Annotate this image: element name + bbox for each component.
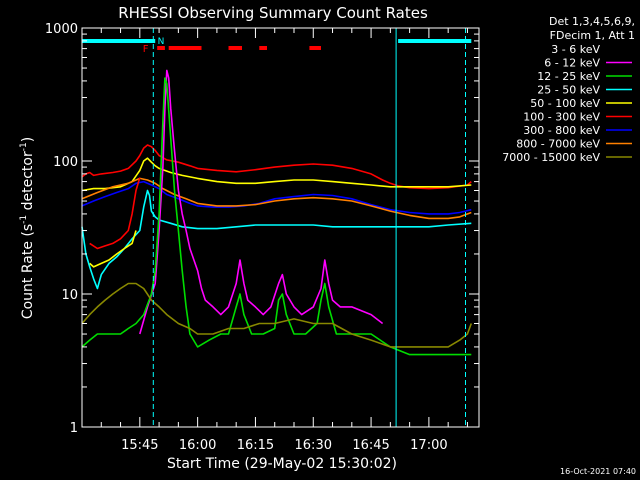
axis-layer: 1 10 100 1000 15:45 16:00 16:15 16:30 16:45 17:00 xyxy=(45,22,479,453)
legend-label-3: 25 - 50 keV xyxy=(537,84,600,97)
legend-header-line-2: FDecim 1, Att 1 xyxy=(550,29,635,42)
x-tick-label-3: 16:30 xyxy=(295,438,332,453)
series-line-3 xyxy=(81,177,472,220)
series-line-4 xyxy=(81,189,472,290)
series-line-9 xyxy=(81,282,473,348)
y-axis-label: Count Rate (s-1 detector-1) xyxy=(19,137,36,319)
y-tick-label-1: 10 xyxy=(61,288,78,303)
night-flag-label: N xyxy=(158,37,165,47)
legend-label-0: 3 - 6 keV xyxy=(551,43,600,56)
flare-bar-0 xyxy=(157,46,165,50)
series-line-0 xyxy=(81,144,472,190)
x-tick-label-2: 16:15 xyxy=(237,438,274,453)
x-tick-label-5: 17:00 xyxy=(410,438,447,453)
legend-label-4: 50 - 100 keV xyxy=(530,97,600,110)
legend-header-line-1: Det 1,3,4,5,6,9, xyxy=(549,15,635,28)
flare-bar-2 xyxy=(228,46,242,50)
flare-bar-1 xyxy=(168,46,202,50)
legend-label-2: 12 - 25 keV xyxy=(537,70,600,83)
x-tick-label-1: 16:00 xyxy=(179,438,216,453)
legend-label-7: 800 - 7000 keV xyxy=(516,138,600,151)
footer-date: 16-Oct-2021 07:40 xyxy=(560,467,636,476)
plot-frame xyxy=(81,27,480,428)
legend-label-1: 6 - 12 keV xyxy=(544,57,600,70)
y-tick-label-3: 1000 xyxy=(45,22,78,37)
flag-layer: FN xyxy=(82,28,472,427)
legend-label-5: 100 - 300 keV xyxy=(523,111,600,124)
series-line-1 xyxy=(81,157,472,192)
series-line-8 xyxy=(81,77,472,356)
series-line-7 xyxy=(139,69,384,335)
flare-bar-3 xyxy=(259,46,267,50)
flare-bar-4 xyxy=(309,46,321,50)
x-tick-label-0: 15:45 xyxy=(121,438,158,453)
series-line-6 xyxy=(89,230,137,268)
legend-label-6: 300 - 800 keV xyxy=(523,124,600,137)
legend: Det 1,3,4,5,6,9, FDecim 1, Att 1 3 - 6 k… xyxy=(502,15,635,164)
night-bar-1 xyxy=(398,39,472,43)
series-line-2 xyxy=(81,180,472,215)
chart-title: RHESSI Observing Summary Count Rates xyxy=(118,4,428,22)
legend-label-8: 7000 - 15000 keV xyxy=(502,151,600,164)
night-bar-0 xyxy=(82,39,156,43)
x-axis-label: Start Time (29-May-02 15:30:02) xyxy=(167,456,397,472)
y-tick-label-2: 100 xyxy=(53,155,78,170)
series-line-5 xyxy=(89,177,141,250)
flare-flag-label: F xyxy=(143,44,149,55)
y-tick-label-0: 1 xyxy=(70,421,78,436)
x-tick-label-4: 16:45 xyxy=(352,438,389,453)
